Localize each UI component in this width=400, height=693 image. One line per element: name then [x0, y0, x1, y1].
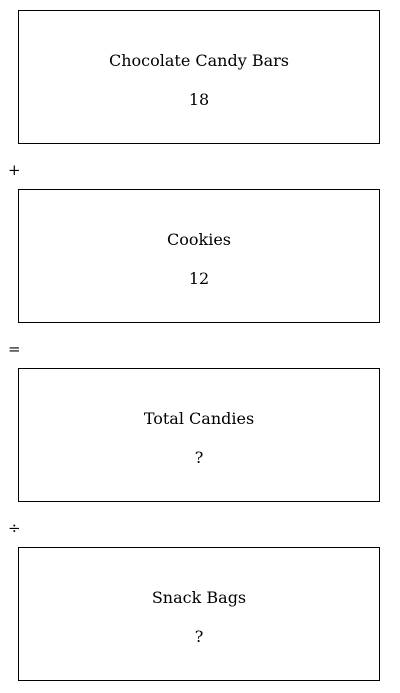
plus-operator: + — [8, 161, 21, 179]
box-value: ? — [194, 627, 204, 646]
box-title: Total Candies — [143, 409, 255, 428]
chocolate-candy-bars-box: Chocolate Candy Bars 18 — [18, 10, 380, 144]
snack-bags-box: Snack Bags ? — [18, 547, 380, 681]
box-value: 12 — [188, 269, 210, 288]
box-value: 18 — [188, 90, 210, 109]
box-title: Cookies — [167, 230, 231, 249]
box-title: Chocolate Candy Bars — [108, 51, 290, 70]
box-value: ? — [194, 448, 204, 467]
box-title: Snack Bags — [151, 588, 247, 607]
total-candies-box: Total Candies ? — [18, 368, 380, 502]
cookies-box: Cookies 12 — [18, 189, 380, 323]
divide-operator: ÷ — [8, 519, 21, 537]
equals-operator: = — [8, 340, 21, 358]
